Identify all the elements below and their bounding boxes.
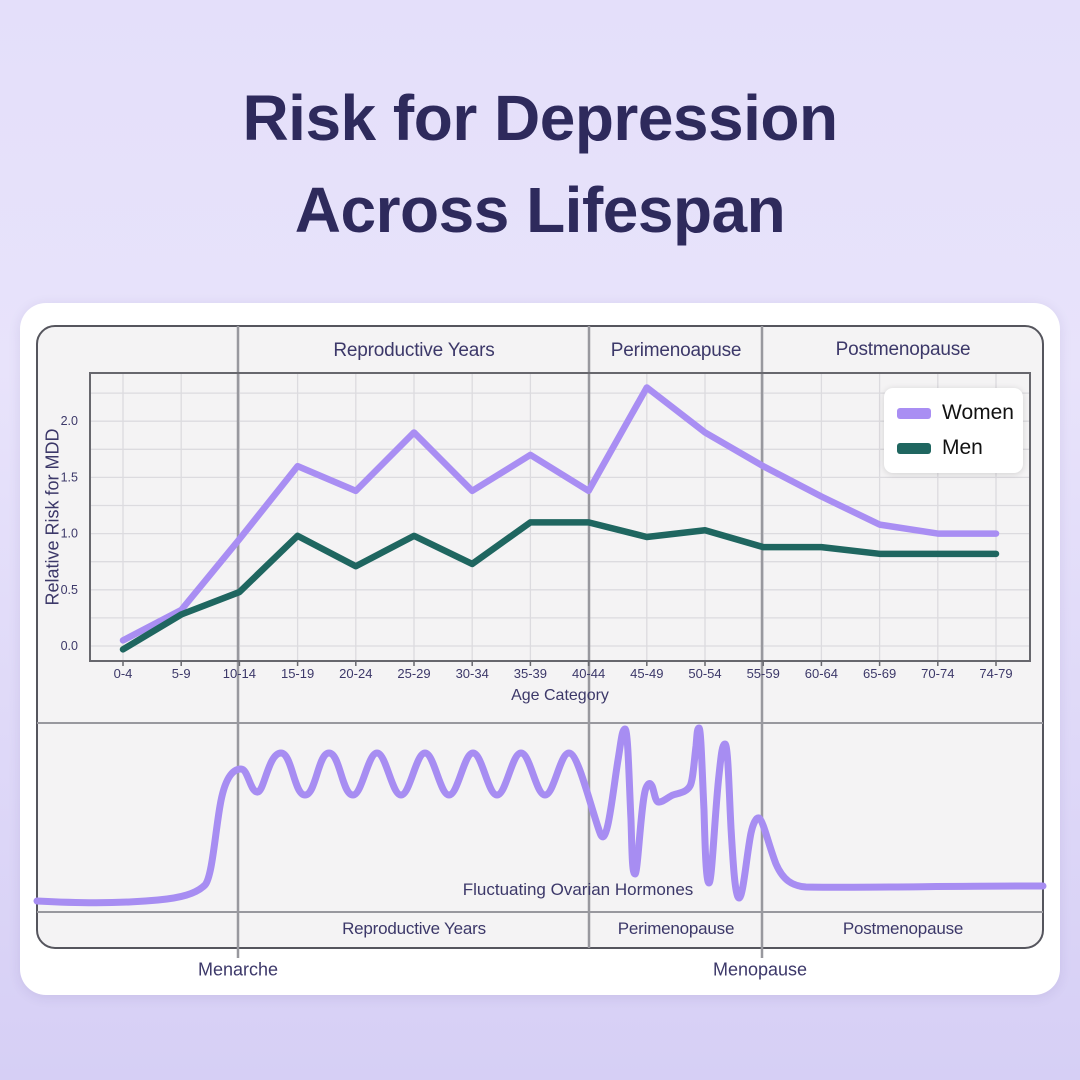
- svg-text:0.5: 0.5: [61, 583, 78, 597]
- svg-text:1.0: 1.0: [61, 527, 78, 541]
- chart-legend: Women Men: [884, 388, 1023, 473]
- stage-label-perimenopause: Perimenoapuse: [610, 340, 742, 361]
- svg-text:45-49: 45-49: [630, 666, 663, 681]
- svg-text:35-39: 35-39: [514, 666, 547, 681]
- line-men: [119, 519, 1000, 653]
- hormone-caption: Fluctuating Ovarian Hormones: [462, 880, 694, 899]
- milestone-label-menopause: Menopause: [712, 959, 808, 980]
- page-title-line-1: Risk for Depression: [242, 82, 838, 154]
- svg-text:50-54: 50-54: [688, 666, 721, 681]
- svg-text:15-19: 15-19: [281, 666, 314, 681]
- milestone-label-menarche: Menarche: [197, 959, 279, 980]
- svg-text:65-69: 65-69: [863, 666, 896, 681]
- y-axis-title: Relative Risk for MDD: [42, 428, 63, 606]
- legend-item-women: Women: [897, 401, 1023, 425]
- svg-text:1.5: 1.5: [61, 470, 78, 484]
- axis-tick-labels: 0-4 5-9 10-14 15-19 20-24 25-29 30-34 35-39 40-4…: [61, 414, 1013, 681]
- legend-label-women: Women: [942, 401, 1014, 424]
- chart-axis-frame: [89, 372, 1031, 666]
- bottom-stage-label-perimenopause: Perimenopause: [617, 919, 735, 938]
- bottom-stage-label-reproductive-years: Reproductive Years: [342, 919, 486, 938]
- line-women: [119, 384, 1000, 644]
- svg-text:2.0: 2.0: [61, 414, 78, 428]
- stage-divider-lines: [37, 326, 1043, 958]
- svg-text:25-29: 25-29: [397, 666, 430, 681]
- page-title: Risk for Depression Across Lifespan: [0, 72, 1080, 256]
- page-title-line-2: Across Lifespan: [294, 174, 786, 246]
- svg-text:55-59: 55-59: [747, 666, 780, 681]
- svg-text:0.0: 0.0: [61, 639, 78, 653]
- stage-label-postmenopause: Postmenopause: [835, 339, 971, 360]
- svg-text:74-79: 74-79: [979, 666, 1012, 681]
- bottom-stage-label-postmenopause: Postmenopause: [842, 919, 964, 938]
- svg-text:20-24: 20-24: [339, 666, 372, 681]
- x-axis-title: Age Category: [511, 687, 609, 704]
- svg-text:5-9: 5-9: [172, 666, 191, 681]
- svg-text:60-64: 60-64: [805, 666, 838, 681]
- svg-text:10-14: 10-14: [223, 666, 256, 681]
- svg-text:70-74: 70-74: [921, 666, 954, 681]
- hormone-wave: [33, 724, 1047, 907]
- legend-label-men: Men: [942, 436, 983, 459]
- svg-text:30-34: 30-34: [456, 666, 489, 681]
- svg-text:40-44: 40-44: [572, 666, 605, 681]
- legend-swatch-men: [897, 442, 931, 454]
- legend-item-men: Men: [897, 436, 1023, 460]
- stage-label-reproductive-years: Reproductive Years: [333, 340, 495, 361]
- legend-swatch-women: [897, 407, 931, 419]
- data-lines: [119, 384, 1000, 653]
- svg-text:0-4: 0-4: [114, 666, 133, 681]
